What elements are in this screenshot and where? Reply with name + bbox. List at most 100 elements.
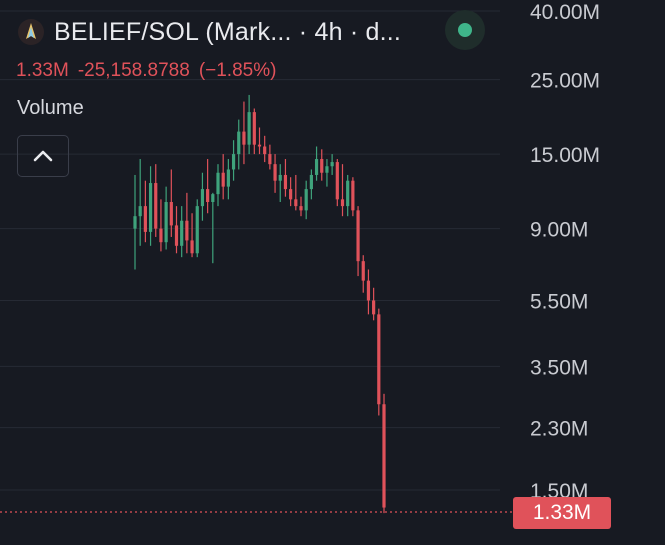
volume-collapse-button[interactable] xyxy=(17,135,69,177)
candle-body xyxy=(221,172,225,187)
candle xyxy=(273,154,277,193)
candle-body xyxy=(257,144,262,147)
candle xyxy=(289,177,293,207)
candle xyxy=(263,135,267,163)
candle xyxy=(226,159,230,200)
candle-body xyxy=(190,240,194,254)
candle xyxy=(190,213,194,258)
candle xyxy=(206,159,210,214)
candle-body xyxy=(154,183,158,229)
candle-body xyxy=(372,300,376,315)
chart-header[interactable]: BELIEF/SOL (Mark... · 4h · d... xyxy=(18,14,401,50)
last-price-badge: 1.33M xyxy=(513,497,611,529)
candle-body xyxy=(148,183,153,232)
candle-body xyxy=(143,206,147,232)
candle xyxy=(231,140,236,181)
candle-body xyxy=(346,180,350,207)
candle xyxy=(299,196,303,217)
candle xyxy=(330,154,334,175)
candle-body xyxy=(138,206,142,217)
y-tick-label: 25.00M xyxy=(530,70,600,93)
candle xyxy=(138,159,142,246)
candle-body xyxy=(361,261,365,281)
candle xyxy=(356,206,360,277)
candle xyxy=(304,180,308,220)
y-tick-label: 2.30M xyxy=(530,418,588,441)
candle-body xyxy=(382,404,386,508)
candle xyxy=(195,199,199,258)
candle-body xyxy=(185,220,189,241)
candle-body xyxy=(335,162,339,200)
candle-body xyxy=(356,210,360,262)
candle-body xyxy=(299,206,303,211)
candle-body xyxy=(174,225,179,246)
y-tick-label: 9.00M xyxy=(530,219,588,242)
chevron-up-icon xyxy=(33,150,53,162)
belief-token-logo-icon xyxy=(18,19,44,45)
candle xyxy=(377,308,381,416)
candle-body xyxy=(159,228,163,243)
last-price: 1.33M xyxy=(16,60,69,81)
candle-body xyxy=(377,314,381,405)
candle xyxy=(200,172,205,221)
chart-grid xyxy=(0,10,500,491)
candle-body xyxy=(289,189,293,200)
candle xyxy=(351,177,355,217)
candle xyxy=(252,108,256,155)
candle-body xyxy=(304,189,308,211)
market-status-indicator xyxy=(445,10,485,50)
candle xyxy=(143,180,147,243)
volume-indicator-label[interactable]: Volume xyxy=(17,97,84,119)
candle-body xyxy=(340,199,345,207)
y-tick-label: 3.50M xyxy=(530,356,588,379)
candle xyxy=(346,174,350,217)
candle xyxy=(382,393,386,514)
candle-body xyxy=(273,164,277,181)
candle-body xyxy=(294,199,298,207)
candle-body xyxy=(283,174,288,190)
candle xyxy=(309,169,313,200)
candle xyxy=(211,192,215,264)
candle xyxy=(237,119,241,170)
market-open-dot-icon xyxy=(458,23,472,37)
candle-body xyxy=(216,172,220,195)
y-axis: 40.00M25.00M15.00M9.00M5.50M3.50M2.30M1.… xyxy=(530,1,600,503)
candle xyxy=(372,287,376,321)
candle-body xyxy=(200,189,205,207)
candle-body xyxy=(263,146,267,155)
candle xyxy=(133,174,137,270)
candle xyxy=(242,101,246,165)
candle xyxy=(174,206,179,254)
candle-body xyxy=(242,131,246,145)
candle xyxy=(325,159,329,187)
candle xyxy=(268,144,272,170)
candle-body xyxy=(237,131,241,155)
candle xyxy=(314,146,319,181)
y-tick-label: 40.00M xyxy=(530,1,600,24)
candle xyxy=(340,164,345,217)
candle xyxy=(148,166,153,246)
candle xyxy=(221,154,225,200)
candle-body xyxy=(252,112,256,145)
candle xyxy=(294,174,298,211)
candle-body xyxy=(164,202,168,243)
candle-body xyxy=(330,162,334,167)
candle xyxy=(169,169,173,237)
price-summary: 1.33M -25,158.8788 (−1.85%) xyxy=(16,60,285,82)
price-change-percent: (−1.85%) xyxy=(198,60,277,81)
candle-body xyxy=(206,189,210,203)
candle xyxy=(247,94,251,155)
candle-body xyxy=(247,112,251,145)
candle-body xyxy=(366,280,371,301)
y-tick-label: 15.00M xyxy=(530,144,600,167)
symbol-title[interactable]: BELIEF/SOL (Mark... · 4h · d... xyxy=(54,17,402,46)
candle-body xyxy=(211,194,215,203)
candle-body xyxy=(169,202,173,226)
candle-body xyxy=(180,220,184,246)
candle xyxy=(320,149,324,181)
price-change: -25,158.8788 xyxy=(77,60,190,81)
candle xyxy=(216,164,220,207)
candle xyxy=(159,199,163,252)
candle-body xyxy=(195,206,199,254)
